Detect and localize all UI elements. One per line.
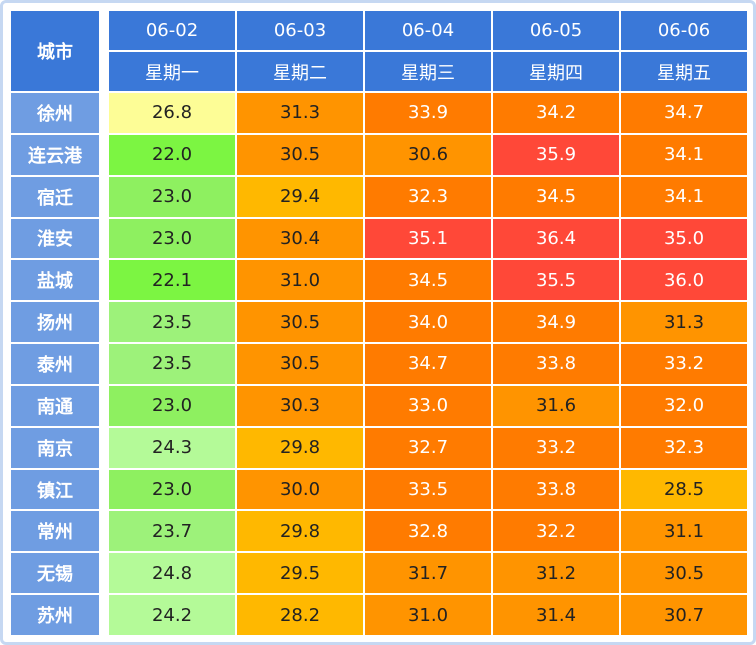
temperature-cell: 23.5 [108, 343, 236, 385]
temperature-cell: 23.0 [108, 175, 236, 218]
temperature-cell: 32.3 [620, 426, 748, 469]
temperature-cell: 32.3 [364, 175, 492, 218]
temperature-cell: 23.5 [108, 301, 236, 344]
temperature-cell: 34.0 [364, 301, 492, 344]
temperature-cell: 31.0 [364, 594, 492, 636]
city-label: 淮安 [10, 217, 100, 260]
temperature-cell: 30.0 [236, 468, 364, 511]
date-header: 06-03 [236, 10, 364, 51]
temperature-cell: 30.5 [236, 133, 364, 176]
temperature-cell: 30.3 [236, 384, 364, 427]
temperature-cell: 34.7 [620, 92, 748, 134]
temperature-cell: 35.9 [492, 133, 620, 176]
temperature-cell: 26.8 [108, 92, 236, 134]
temperature-cell: 36.4 [492, 217, 620, 260]
temperature-cell: 35.1 [364, 217, 492, 260]
temperature-cell: 23.0 [108, 384, 236, 427]
temperature-cell: 31.7 [364, 552, 492, 595]
temperature-cell: 29.8 [236, 510, 364, 553]
city-label: 徐州 [10, 92, 100, 134]
temperature-cell: 33.0 [364, 384, 492, 427]
temperature-cell: 34.1 [620, 175, 748, 218]
temperature-cell: 30.4 [236, 217, 364, 260]
temperature-cell: 29.5 [236, 552, 364, 595]
city-label: 南通 [10, 384, 100, 427]
temperature-cell: 22.1 [108, 259, 236, 302]
city-label: 泰州 [10, 343, 100, 385]
temperature-cell: 23.0 [108, 217, 236, 260]
temperature-cell: 24.2 [108, 594, 236, 636]
city-label: 苏州 [10, 594, 100, 636]
temperature-cell: 30.7 [620, 594, 748, 636]
temperature-cell: 24.8 [108, 552, 236, 595]
temperature-cell: 31.1 [620, 510, 748, 553]
temperature-cell: 23.0 [108, 468, 236, 511]
temperature-cell: 34.7 [364, 343, 492, 385]
temperature-cell: 31.4 [492, 594, 620, 636]
temperature-cell: 34.2 [492, 92, 620, 134]
temperature-cell: 33.2 [620, 343, 748, 385]
temperature-cell: 33.8 [492, 343, 620, 385]
weekday-header: 星期五 [620, 51, 748, 92]
temperature-cell: 35.0 [620, 217, 748, 260]
temperature-cell: 32.7 [364, 426, 492, 469]
temperature-cell: 31.2 [492, 552, 620, 595]
weekday-header: 星期二 [236, 51, 364, 92]
temperature-cell: 30.6 [364, 133, 492, 176]
temperature-cell: 29.8 [236, 426, 364, 469]
city-label: 宿迁 [10, 175, 100, 218]
city-label: 无锡 [10, 552, 100, 595]
city-label: 扬州 [10, 301, 100, 344]
temperature-cell: 31.3 [620, 301, 748, 344]
temperature-cell: 30.5 [620, 552, 748, 595]
temperature-cell: 24.3 [108, 426, 236, 469]
city-label: 常州 [10, 510, 100, 553]
temperature-cell: 29.4 [236, 175, 364, 218]
temperature-cell: 31.3 [236, 92, 364, 134]
temperature-cell: 23.7 [108, 510, 236, 553]
weekday-header: 星期一 [108, 51, 236, 92]
weekday-header: 星期四 [492, 51, 620, 92]
temperature-cell: 34.5 [492, 175, 620, 218]
temperature-cell: 30.5 [236, 343, 364, 385]
date-header: 06-02 [108, 10, 236, 51]
temperature-cell: 32.8 [364, 510, 492, 553]
temperature-cell: 36.0 [620, 259, 748, 302]
temperature-cell: 34.5 [364, 259, 492, 302]
temperature-cell: 33.9 [364, 92, 492, 134]
temperature-cell: 30.5 [236, 301, 364, 344]
temperature-cell: 31.0 [236, 259, 364, 302]
temperature-cell: 31.6 [492, 384, 620, 427]
temperature-cell: 35.5 [492, 259, 620, 302]
date-header: 06-05 [492, 10, 620, 51]
temperature-cell: 33.8 [492, 468, 620, 511]
temperature-cell: 28.5 [620, 468, 748, 511]
temperature-cell: 34.1 [620, 133, 748, 176]
city-label: 镇江 [10, 468, 100, 511]
temperature-cell: 32.2 [492, 510, 620, 553]
city-label: 连云港 [10, 133, 100, 176]
date-header: 06-04 [364, 10, 492, 51]
temperature-cell: 33.2 [492, 426, 620, 469]
city-header: 城市 [10, 10, 100, 92]
weekday-header: 星期三 [364, 51, 492, 92]
temperature-cell: 22.0 [108, 133, 236, 176]
temperature-cell: 34.9 [492, 301, 620, 344]
date-header: 06-06 [620, 10, 748, 51]
temperature-cell: 28.2 [236, 594, 364, 636]
city-label: 盐城 [10, 259, 100, 302]
temperature-cell: 33.5 [364, 468, 492, 511]
temperature-cell: 32.0 [620, 384, 748, 427]
city-label: 南京 [10, 426, 100, 469]
